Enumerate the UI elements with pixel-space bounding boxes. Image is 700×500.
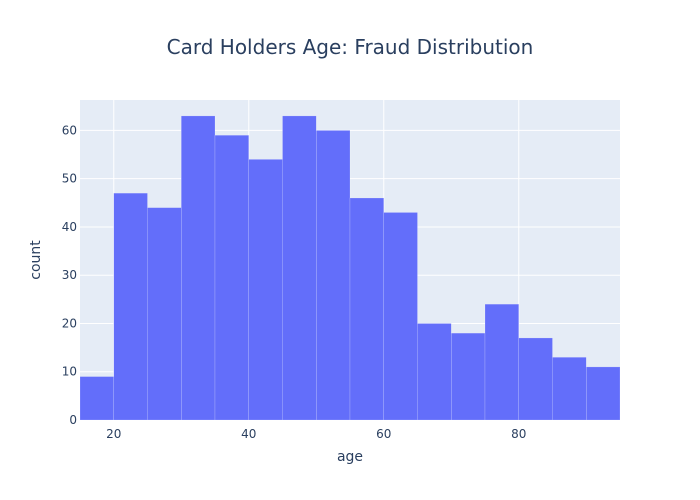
x-axis-ticks: 20 40 60 80 bbox=[106, 427, 526, 441]
histogram-bar bbox=[316, 130, 351, 421]
histogram-bar bbox=[586, 366, 621, 421]
x-tick-label: 40 bbox=[241, 427, 256, 441]
y-axis-ticks: 0 10 20 30 40 50 60 bbox=[62, 123, 77, 427]
histogram-bar bbox=[248, 159, 283, 421]
x-tick-label: 80 bbox=[511, 427, 526, 441]
y-tick-label: 30 bbox=[62, 268, 77, 282]
histogram-bar bbox=[484, 303, 519, 421]
histogram-bar bbox=[518, 337, 553, 421]
histogram-bar bbox=[282, 115, 317, 421]
y-tick-label: 0 bbox=[69, 413, 77, 427]
y-tick-label: 20 bbox=[62, 316, 77, 330]
histogram-bar bbox=[552, 357, 587, 421]
x-tick-label: 20 bbox=[106, 427, 121, 441]
histogram-bar bbox=[214, 134, 249, 421]
y-tick-label: 40 bbox=[62, 220, 77, 234]
bars bbox=[79, 115, 621, 421]
x-axis-label: age bbox=[337, 449, 363, 465]
histogram-bar bbox=[417, 323, 452, 421]
histogram-bar bbox=[383, 212, 418, 421]
histogram-bar bbox=[181, 115, 216, 421]
histogram-bar bbox=[451, 332, 486, 421]
chart-title: Card Holders Age: Fraud Distribution bbox=[167, 35, 534, 59]
histogram-bar bbox=[349, 197, 384, 421]
x-tick-label: 60 bbox=[376, 427, 391, 441]
histogram-bar bbox=[113, 192, 148, 421]
y-axis-label: count bbox=[28, 240, 44, 280]
histogram-bar bbox=[147, 207, 182, 421]
y-tick-label: 60 bbox=[62, 123, 77, 137]
y-tick-label: 10 bbox=[62, 365, 77, 379]
histogram-bar bbox=[79, 376, 114, 421]
y-tick-label: 50 bbox=[62, 172, 77, 186]
